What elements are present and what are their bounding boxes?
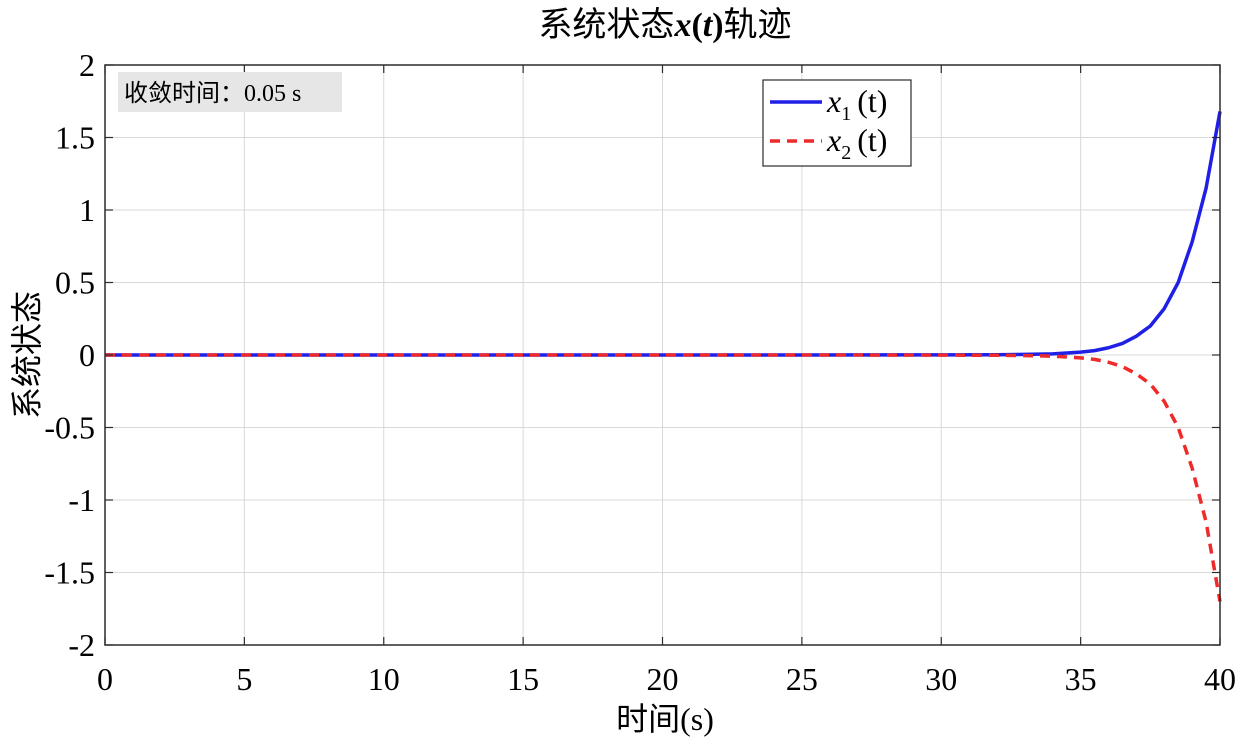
legend-x1-var: x — [826, 83, 841, 119]
y-tick-label: -1 — [68, 482, 95, 518]
chart-title-close: ) — [712, 7, 723, 44]
annotation-background — [118, 72, 342, 112]
legend-x1-sub: 1 — [841, 103, 851, 125]
y-tick-label: -2 — [68, 627, 95, 663]
legend: x1 (t) x2 (t) — [762, 79, 912, 167]
chart-title-arg: t — [703, 7, 714, 44]
x-tick-label: 25 — [786, 661, 818, 697]
chart-title-prefix: 系统状态 — [538, 6, 674, 44]
legend-box — [762, 79, 912, 167]
x-tick-label: 10 — [368, 661, 400, 697]
axis-ticks: 0 5 10 15 20 25 30 35 40 2 1.5 1 0.5 0 -0.5 -1 -1.5 -2 — [44, 47, 1236, 697]
x-tick-label: 30 — [925, 661, 957, 697]
legend-x2-sub: 2 — [841, 142, 851, 164]
convergence-annotation: 收敛时间：0.05 s — [118, 72, 342, 112]
chart-title-suffix: 轨迹 — [724, 6, 792, 44]
y-tick-label: 2 — [79, 47, 95, 83]
chart-title-open: ( — [691, 7, 702, 44]
legend-x2-var: x — [826, 122, 841, 158]
x-tick-label: 15 — [507, 661, 539, 697]
annotation-text: 收敛时间：0.05 s — [124, 80, 301, 107]
legend-label-x2: x2 (t) — [826, 122, 887, 164]
y-tick-label: -1.5 — [44, 555, 95, 591]
y-tick-label: -0.5 — [44, 410, 95, 446]
data-series — [105, 111, 1222, 602]
chart-title: 系统状态x(t)轨迹 — [538, 6, 791, 44]
legend-label-x1: x1 (t) — [826, 83, 887, 125]
y-axis-label: 系统状态 — [9, 291, 45, 419]
x-tick-label: 5 — [236, 661, 252, 697]
y-tick-label: 1.5 — [55, 120, 95, 156]
x-axis-label: 时间(s) — [616, 701, 714, 737]
y-tick-label: 0.5 — [55, 265, 95, 301]
x-tick-label: 40 — [1204, 661, 1236, 697]
chart-title-var: x — [673, 7, 691, 44]
y-tick-label: 0 — [79, 337, 95, 373]
x-tick-label: 35 — [1065, 661, 1097, 697]
legend-x2-arg: (t) — [857, 122, 887, 158]
x-tick-label: 0 — [97, 661, 113, 697]
x-tick-label: 20 — [647, 661, 679, 697]
series-line-x2 — [105, 353, 1222, 602]
y-tick-label: 1 — [79, 192, 95, 228]
legend-x1-arg: (t) — [857, 83, 887, 119]
